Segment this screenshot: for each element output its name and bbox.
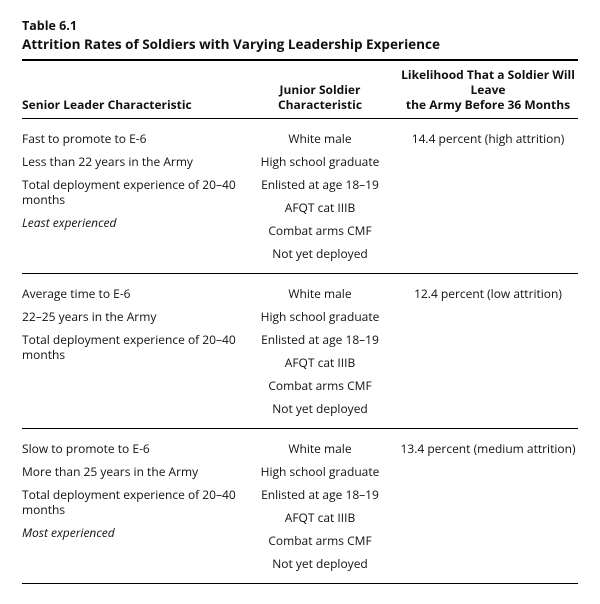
junior-item: Not yet deployed [242, 552, 398, 575]
header-senior: Senior Leader Characteristic [22, 97, 242, 112]
header-row: Senior Leader Characteristic Junior Sold… [22, 61, 578, 118]
senior-item: More than 25 years in the Army [22, 460, 242, 483]
junior-item: White male [242, 437, 398, 460]
header-likelihood-line1: Likelihood That a Soldier Will Leave [398, 67, 578, 97]
senior-item: Total deployment experience of 20–40 mon… [22, 483, 242, 521]
likelihood-cell: 12.4 percent (low attrition) [398, 282, 578, 420]
likelihood-value: 12.4 percent (low attrition) [398, 282, 578, 305]
senior-emphasis: Most experienced [22, 521, 242, 544]
junior-item: High school graduate [242, 150, 398, 173]
junior-cell: White male High school graduate Enlisted… [242, 437, 398, 575]
table-row: Fast to promote to E-6 Less than 22 year… [22, 119, 578, 273]
header-junior: Junior Soldier Characteristic [242, 82, 398, 112]
likelihood-value: 14.4 percent (high attrition) [398, 127, 578, 150]
junior-item: AFQT cat IIIB [242, 196, 398, 219]
senior-cell: Average time to E-6 22–25 years in the A… [22, 282, 242, 420]
senior-cell: Slow to promote to E-6 More than 25 year… [22, 437, 242, 575]
likelihood-cell: 13.4 percent (medium attrition) [398, 437, 578, 575]
senior-item: Fast to promote to E-6 [22, 127, 242, 150]
senior-item: 22–25 years in the Army [22, 305, 242, 328]
table-6-1: Table 6.1 Attrition Rates of Soldiers wi… [0, 0, 600, 604]
junior-item: White male [242, 127, 398, 150]
junior-cell: White male High school graduate Enlisted… [242, 282, 398, 420]
likelihood-value: 13.4 percent (medium attrition) [398, 437, 578, 460]
senior-cell: Fast to promote to E-6 Less than 22 year… [22, 127, 242, 265]
senior-item: Less than 22 years in the Army [22, 150, 242, 173]
junior-item: Combat arms CMF [242, 219, 398, 242]
bottom-rule [22, 583, 578, 584]
junior-item: White male [242, 282, 398, 305]
junior-item: Not yet deployed [242, 397, 398, 420]
header-likelihood: Likelihood That a Soldier Will Leave the… [398, 67, 578, 112]
junior-item: Enlisted at age 18–19 [242, 328, 398, 351]
senior-emphasis: Least experienced [22, 211, 242, 234]
table-title: Attrition Rates of Soldiers with Varying… [22, 36, 578, 53]
junior-item: Enlisted at age 18–19 [242, 173, 398, 196]
senior-item: Slow to promote to E-6 [22, 437, 242, 460]
table-number: Table 6.1 [22, 18, 578, 34]
header-likelihood-line2: the Army Before 36 Months [398, 97, 578, 112]
junior-item: Not yet deployed [242, 242, 398, 265]
senior-item: Total deployment experience of 20–40 mon… [22, 328, 242, 366]
senior-item: Total deployment experience of 20–40 mon… [22, 173, 242, 211]
senior-emphasis [22, 366, 242, 374]
likelihood-cell: 14.4 percent (high attrition) [398, 127, 578, 265]
senior-item: Average time to E-6 [22, 282, 242, 305]
table-row: Slow to promote to E-6 More than 25 year… [22, 429, 578, 583]
junior-item: Combat arms CMF [242, 529, 398, 552]
junior-cell: White male High school graduate Enlisted… [242, 127, 398, 265]
table-row: Average time to E-6 22–25 years in the A… [22, 274, 578, 428]
junior-item: Enlisted at age 18–19 [242, 483, 398, 506]
junior-item: AFQT cat IIIB [242, 506, 398, 529]
junior-item: AFQT cat IIIB [242, 351, 398, 374]
junior-item: High school graduate [242, 460, 398, 483]
junior-item: High school graduate [242, 305, 398, 328]
junior-item: Combat arms CMF [242, 374, 398, 397]
